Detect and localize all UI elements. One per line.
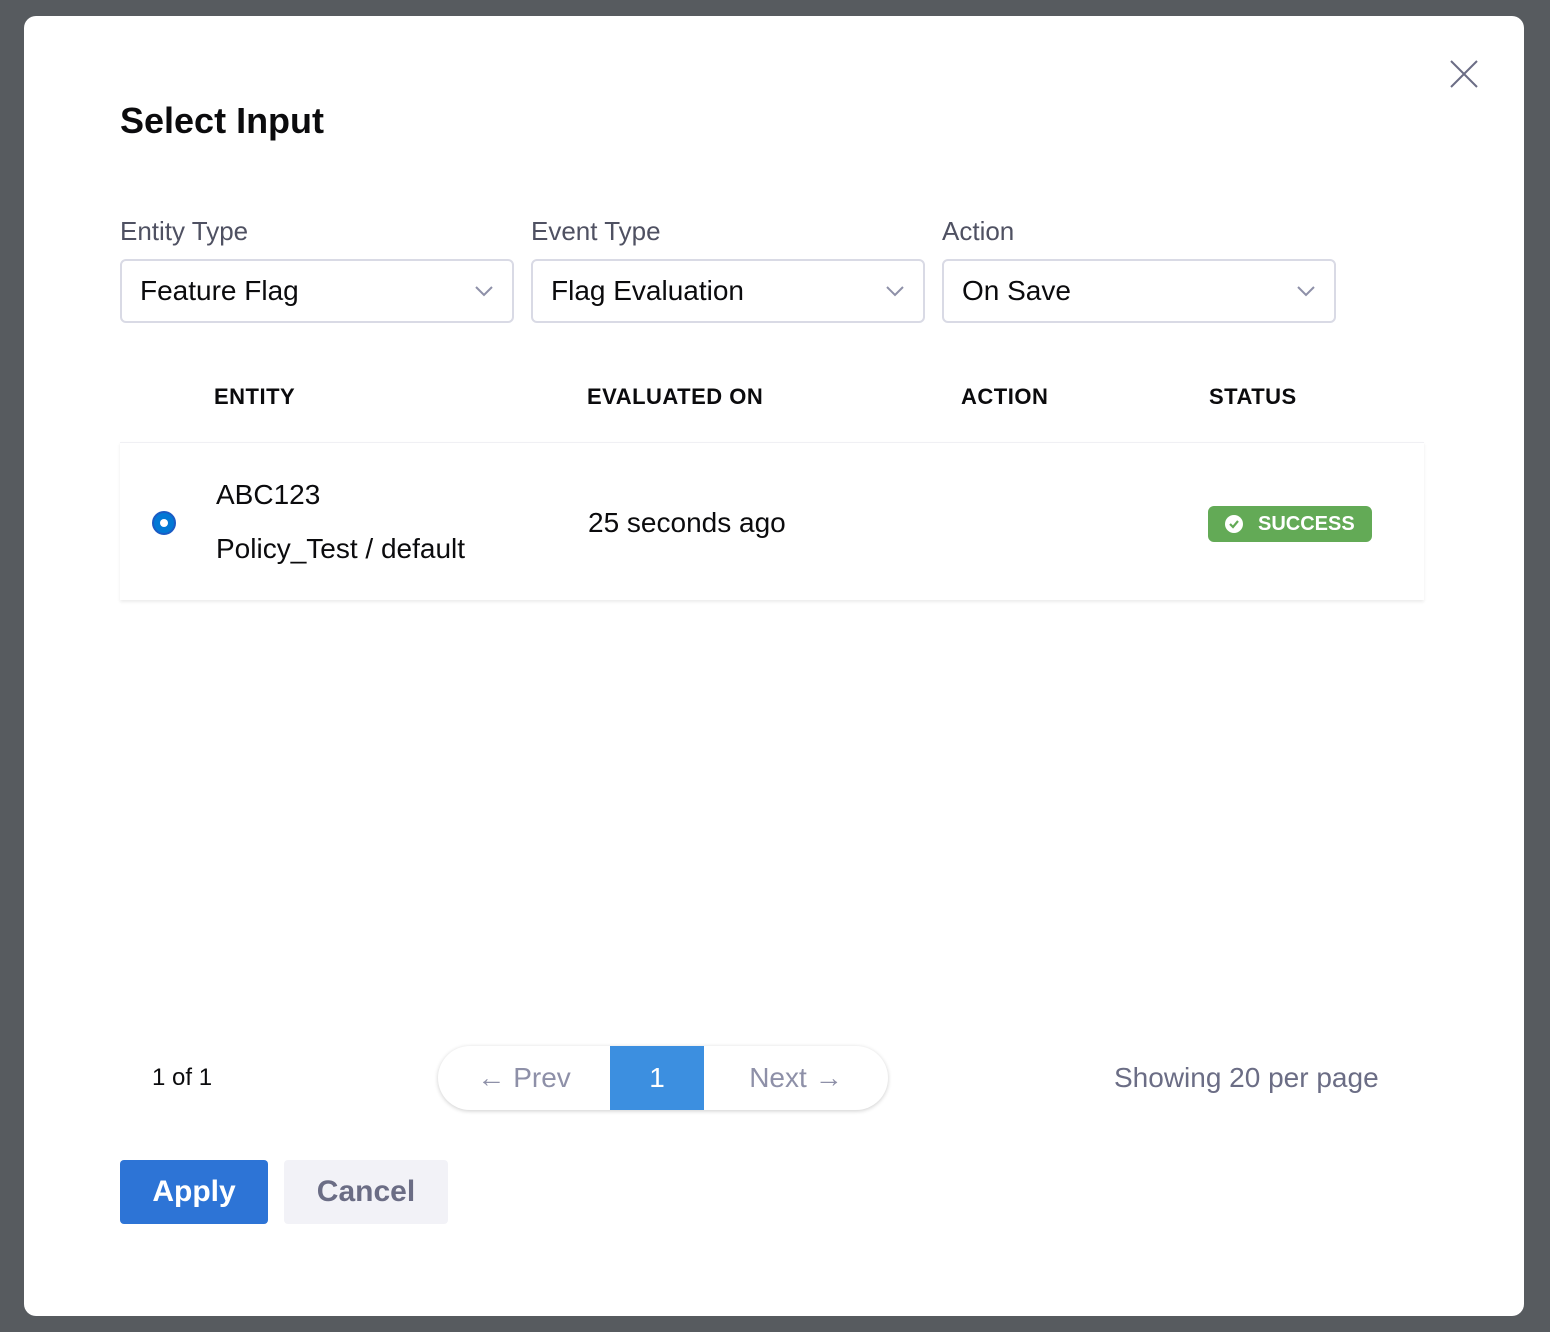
- event-type-label: Event Type: [531, 216, 661, 246]
- modal-title: Select Input: [120, 100, 325, 141]
- header-evaluated-on: EVALUATED ON: [587, 384, 764, 409]
- entity-scope: Policy_Test / default: [216, 533, 466, 564]
- pagination: ← Prev 1 Next →: [438, 1046, 888, 1110]
- status-badge: SUCCESS: [1208, 506, 1372, 542]
- entity-type-label: Entity Type: [120, 216, 249, 246]
- entity-name: ABC123: [216, 479, 321, 510]
- close-icon[interactable]: [1448, 58, 1480, 90]
- evaluated-on: 25 seconds ago: [588, 507, 786, 538]
- action-select[interactable]: On Save: [942, 259, 1336, 323]
- next-label: Next: [749, 1062, 807, 1093]
- chevron-down-icon: [1297, 286, 1315, 297]
- action-field: Action On Save: [942, 216, 1336, 323]
- entity-type-value: Feature Flag: [140, 275, 299, 306]
- chevron-down-icon: [475, 286, 493, 297]
- action-label: Action: [942, 216, 1015, 246]
- event-type-field: Event Type Flag Evaluation: [531, 216, 925, 323]
- prev-button[interactable]: ← Prev: [438, 1046, 610, 1110]
- apply-button[interactable]: Apply: [120, 1160, 268, 1224]
- header-entity: ENTITY: [214, 384, 296, 409]
- select-input-modal: Select Input Entity Type Feature Flag Ev…: [24, 16, 1524, 1316]
- header-status: STATUS: [1209, 384, 1297, 409]
- check-circle-icon: [1225, 515, 1243, 533]
- next-button[interactable]: Next →: [704, 1046, 888, 1110]
- entity-type-field: Entity Type Feature Flag: [120, 216, 514, 323]
- header-action: ACTION: [961, 384, 1049, 409]
- page-1-button[interactable]: 1: [610, 1046, 704, 1110]
- chevron-down-icon: [886, 286, 904, 297]
- prev-label: Prev: [513, 1062, 571, 1093]
- event-type-value: Flag Evaluation: [551, 275, 745, 306]
- page-count: 1 of 1: [152, 1064, 213, 1091]
- arrow-left-icon: ←: [477, 1062, 506, 1093]
- row-radio[interactable]: [152, 511, 176, 535]
- per-page-text: Showing 20 per page: [1114, 1062, 1379, 1093]
- arrow-right-icon: →: [814, 1062, 843, 1093]
- status-text: SUCCESS: [1258, 512, 1355, 535]
- entity-type-select[interactable]: Feature Flag: [120, 259, 514, 323]
- cancel-button[interactable]: Cancel: [284, 1160, 448, 1224]
- action-value: On Save: [962, 275, 1071, 306]
- table-row[interactable]: ABC123 Policy_Test / default 25 seconds …: [120, 442, 1424, 600]
- event-type-select[interactable]: Flag Evaluation: [531, 259, 925, 323]
